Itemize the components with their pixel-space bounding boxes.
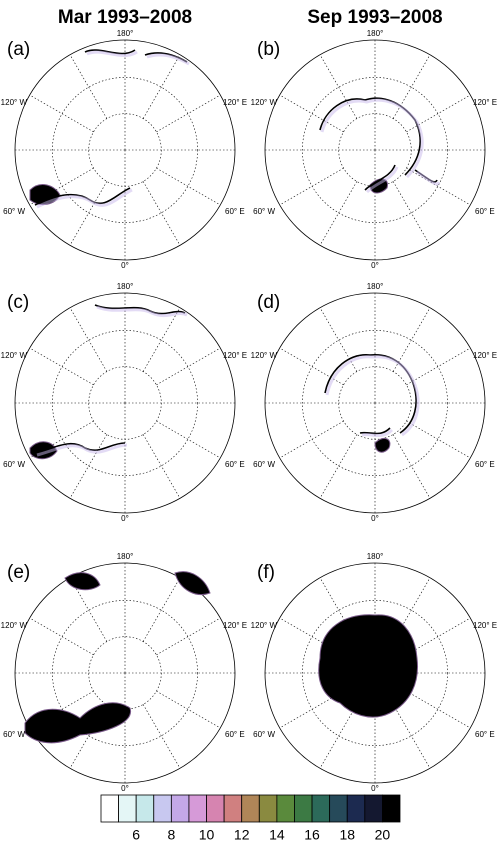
ice-region — [318, 614, 419, 718]
longitude-label: 120° W — [251, 621, 278, 630]
ice-edge-tint — [320, 98, 441, 194]
longitude-label: 60° E — [225, 460, 245, 469]
panel-label: (c) — [7, 292, 29, 313]
longitude-label: 180° — [367, 552, 384, 561]
longitude-label: 120° W — [1, 98, 28, 107]
colorbar-tick-label: 8 — [167, 827, 175, 843]
colorbar-tick-label: 10 — [199, 827, 215, 843]
ice-edge-tint — [36, 305, 188, 457]
longitude-label: 120° W — [251, 98, 278, 107]
longitude-label: 60° E — [475, 207, 495, 216]
longitude-label: 120° W — [251, 351, 278, 360]
colorbar-box — [276, 794, 295, 823]
colorbar-box — [100, 794, 119, 823]
panel-label: (e) — [7, 562, 30, 583]
polar-map: 180° 120° W 120° E 60° W 60° E 0° — [1, 552, 247, 793]
colorbar-box — [223, 794, 243, 823]
longitude-label: 120° E — [223, 621, 247, 630]
colorbar-box — [258, 794, 278, 823]
longitude-label: 0° — [371, 261, 379, 270]
longitude-label: 180° — [367, 29, 384, 38]
longitude-label: 60° E — [475, 460, 495, 469]
column-title: Mar 1993–2008 — [58, 7, 192, 28]
longitude-label: 180° — [367, 282, 384, 291]
ice-edge-tint — [36, 50, 190, 209]
colorbar-tick-label: 6 — [132, 827, 140, 843]
colorbar-box — [188, 794, 207, 823]
longitude-label: 120° E — [473, 621, 497, 630]
longitude-label: 180° — [117, 282, 134, 291]
longitude-label: 120° W — [1, 351, 28, 360]
longitude-label: 0° — [371, 784, 379, 793]
colorbar-box — [241, 794, 260, 823]
colorbar-box — [206, 794, 225, 823]
longitude-label: 0° — [371, 514, 379, 523]
colorbar-tick-label: 18 — [339, 827, 355, 843]
colorbar-box — [311, 794, 331, 823]
ice-region — [374, 437, 391, 453]
polar-map: 180° 120° W 120° E 60° W 60° E 0° — [1, 282, 247, 523]
longitude-label: 60° E — [225, 207, 245, 216]
latitude-circle — [302, 77, 448, 223]
longitude-label: 180° — [117, 29, 134, 38]
panel-label: (b) — [257, 39, 280, 60]
longitude-label: 0° — [121, 784, 129, 793]
longitude-label: 180° — [117, 552, 134, 561]
longitude-label: 120° E — [223, 351, 247, 360]
longitude-label: 60° W — [3, 460, 25, 469]
latitude-circle — [52, 330, 198, 476]
colorbar-box — [364, 794, 383, 823]
colorbar-tick-label: 14 — [269, 827, 285, 843]
colorbar-box — [135, 794, 155, 823]
colorbar-tick-label: 20 — [375, 827, 391, 843]
longitude-label: 120° E — [473, 351, 497, 360]
longitude-label: 120° E — [473, 98, 497, 107]
polar-map: 180° 120° W 120° E 60° W 60° E 0° — [1, 29, 247, 270]
longitude-label: 0° — [121, 514, 129, 523]
polar-map: 180° 120° W 120° E 60° W 60° E 0° — [251, 29, 497, 270]
latitude-circle — [302, 600, 448, 746]
colorbar-tick-label: 16 — [304, 827, 320, 843]
colorbar-box — [153, 794, 172, 823]
latitude-circle — [52, 600, 198, 746]
longitude-label: 60° W — [3, 207, 25, 216]
longitude-label: 60° W — [253, 207, 275, 216]
colorbar-box — [170, 794, 190, 823]
colorbar-tick-label: 12 — [234, 827, 250, 843]
panel-label: (a) — [7, 39, 30, 60]
panel-label: (d) — [257, 292, 280, 313]
longitude-label: 0° — [121, 261, 129, 270]
longitude-label: 60° W — [253, 730, 275, 739]
colorbar-box — [382, 794, 401, 823]
colorbar-box — [118, 794, 137, 823]
colorbar-box — [346, 794, 366, 823]
longitude-label: 60° E — [225, 730, 245, 739]
colorbar-box — [329, 794, 348, 823]
longitude-label: 120° E — [223, 98, 247, 107]
polar-map: 180° 120° W 120° E 60° W 60° E 0° — [251, 282, 497, 523]
longitude-label: 60° W — [253, 460, 275, 469]
latitude-circle — [302, 330, 448, 476]
colorbar-box — [294, 794, 313, 823]
panel-label: (f) — [257, 562, 275, 583]
ice-region — [24, 571, 211, 744]
longitude-label: 60° E — [475, 730, 495, 739]
longitude-label: 120° W — [1, 621, 28, 630]
latitude-circle — [52, 77, 198, 223]
longitude-label: 60° W — [3, 730, 25, 739]
ice-edge-tint — [325, 355, 420, 437]
column-title: Sep 1993–2008 — [307, 7, 442, 28]
polar-map: 180° 120° W 120° E 60° W 60° E 0° — [251, 552, 497, 793]
